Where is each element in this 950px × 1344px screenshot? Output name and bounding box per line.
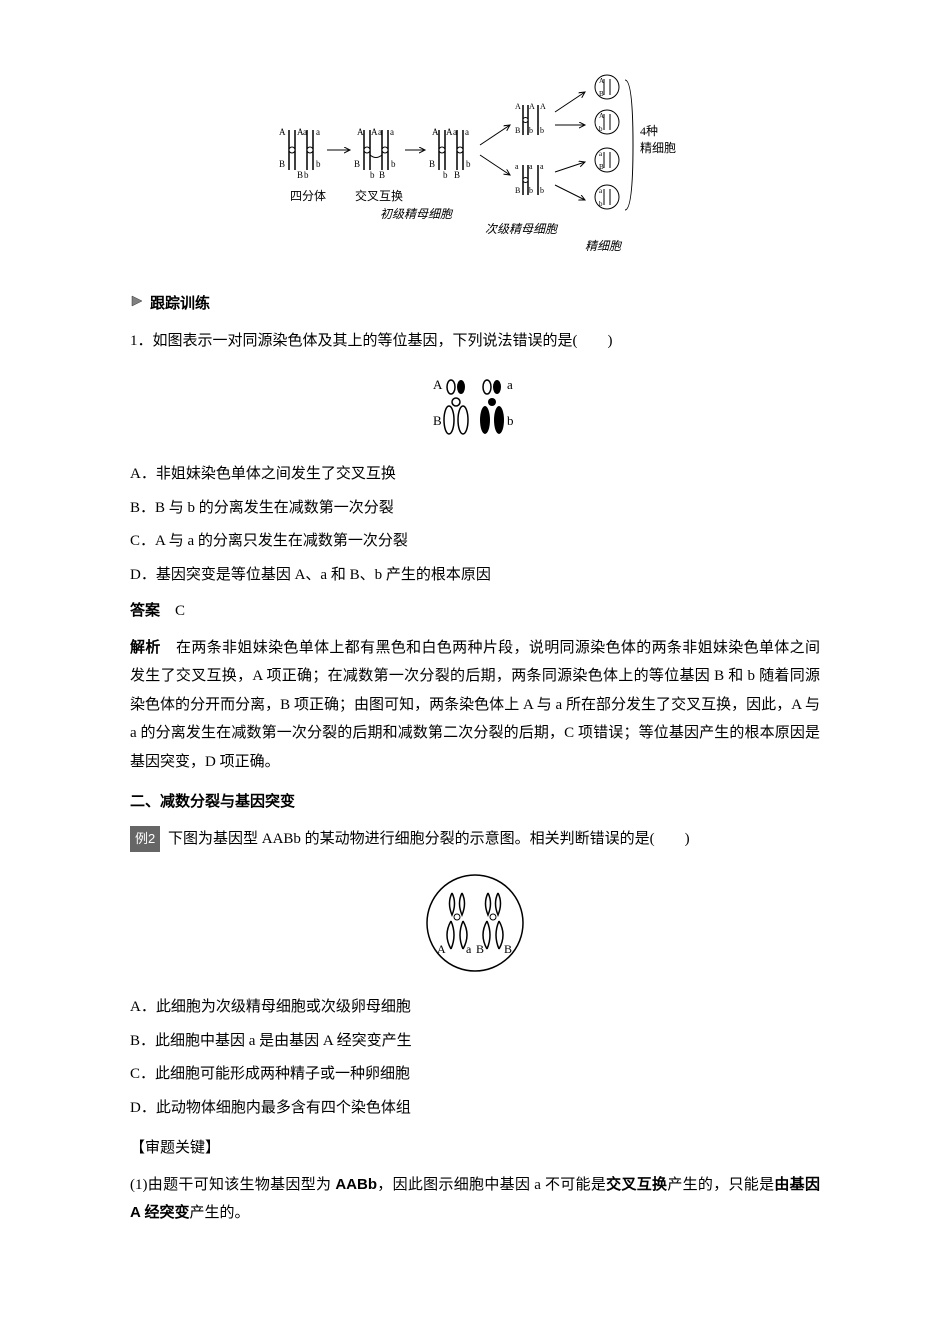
svg-text:b: b [304,170,309,180]
q1-stem-text: 如图表示一对同源染色体及其上的等位基因，下列说法错误的是( ) [153,333,613,349]
svg-text:B: B [504,942,512,956]
svg-text:a: a [599,187,603,195]
svg-text:a: a [529,162,533,171]
svg-text:4种: 4种 [640,124,658,138]
svg-text:B: B [429,159,435,169]
key-point-1: (1)由题干可知该生物基因型为 AABb，因此图示细胞中基因 a 不可能是交叉互… [130,1171,820,1228]
svg-text:a: a [316,127,320,137]
meiosis-svg: A A a a B b B b 四分体 AA aa Bb bB 交叉互换 [265,70,685,270]
secondary-label: 次级精母细胞 [485,222,559,236]
svg-text:B: B [297,170,303,180]
svg-text:B: B [476,942,484,956]
spermatid-label: 精细胞 [585,239,623,253]
answer-value: C [175,603,185,619]
svg-text:a: a [515,162,519,171]
svg-text:a: a [540,162,544,171]
key1-prefix: (1)由题干可知该生物基因型为 [130,1177,335,1193]
svg-text:精细胞: 精细胞 [640,141,676,155]
svg-text:B: B [599,163,604,171]
tracking-header: 跟踪训练 [130,290,820,319]
svg-text:b: b [316,159,321,169]
ex2-option-d: D．此动物体细胞内最多含有四个染色体组 [130,1094,820,1123]
q1-figure: A a B b [130,370,820,445]
example2-stem-text: 下图为基因型 AABb 的某动物进行细胞分裂的示意图。相关判断错误的是( ) [168,831,690,847]
key-label: 【审题关键】 [130,1139,220,1156]
svg-text:B: B [379,170,385,180]
svg-text:a: a [465,127,469,137]
svg-text:a: a [599,150,603,158]
q1-stem: 1．如图表示一对同源染色体及其上的等位基因，下列说法错误的是( ) [130,327,820,356]
section2-title: 二、减数分裂与基因突变 [130,788,820,817]
svg-text:A: A [515,102,521,111]
svg-text:b: b [466,159,471,169]
svg-text:a: a [303,127,307,137]
example2-figure: A a B B [130,868,820,978]
svg-text:b: b [599,200,603,208]
key1-mid: ，因此图示细胞中基因 a 不可能是 [377,1177,606,1193]
meiosis-diagram: A A a a B b B b 四分体 AA aa Bb bB 交叉互换 [130,70,820,270]
q1-option-b: B．B 与 b 的分离发生在减数第一次分裂 [130,494,820,523]
q1-number: 1． [130,333,153,349]
svg-text:B: B [599,90,604,98]
tracking-title: 跟踪训练 [150,290,210,319]
svg-text:B: B [515,186,520,195]
label-A: A [433,377,443,392]
svg-text:A: A [599,112,604,120]
q1-explanation: 解析 在两条非姐妹染色单体上都有黑色和白色两种片段，说明同源染色体的两条非姐妹染… [130,634,820,777]
svg-text:b: b [540,126,544,135]
svg-text:a: a [378,127,382,137]
example2-stem: 例2 下图为基因型 AABb 的某动物进行细胞分裂的示意图。相关判断错误的是( … [130,825,820,854]
svg-text:b: b [599,125,603,133]
arrow-icon [130,290,146,319]
svg-text:b: b [540,186,544,195]
key1-bold2: 交叉互换 [606,1176,667,1193]
svg-text:A: A [529,102,535,111]
svg-text:A: A [446,127,453,137]
tetrad-label: 四分体 [290,189,326,203]
ex2-option-a: A．此细胞为次级精母细胞或次级卵母细胞 [130,993,820,1022]
key1-suffix: 产生的。 [189,1205,249,1221]
example-badge: 例2 [130,826,160,853]
svg-text:B: B [454,170,460,180]
svg-text:b: b [529,126,533,135]
svg-text:B: B [515,126,520,135]
label-B: B [433,413,442,428]
svg-text:A: A [599,77,604,85]
svg-text:b: b [529,186,533,195]
label-a: a [507,377,513,392]
label-b: b [507,413,514,428]
explanation-label: 解析 [130,639,161,656]
key-point-header: 【审题关键】 [130,1134,820,1163]
ex2-option-b: B．此细胞中基因 a 是由基因 A 经突变产生 [130,1027,820,1056]
key1-mid2: 产生的，只能是 [667,1177,774,1193]
explanation-text: 在两条非姐妹染色单体上都有黑色和白色两种片段，说明同源染色体的两条非姐妹染色单体… [130,640,820,770]
svg-text:b: b [443,170,448,180]
svg-text:b: b [391,159,396,169]
q1-option-a: A．非姐妹染色单体之间发生了交叉互换 [130,460,820,489]
q1-option-c: C．A 与 a 的分离只发生在减数第一次分裂 [130,527,820,556]
key1-bold1: AABb [335,1176,377,1193]
primary-label: 初级精母细胞 [380,207,454,221]
q1-answer: 答案 C [130,597,820,626]
svg-text:a: a [390,127,394,137]
svg-text:b: b [370,170,375,180]
svg-text:A: A [357,127,364,137]
svg-text:A: A [540,102,546,111]
svg-text:A: A [437,942,446,956]
svg-text:a: a [466,942,472,956]
svg-text:B: B [354,159,360,169]
svg-text:A: A [432,127,439,137]
svg-text:a: a [453,127,457,137]
svg-text:B: B [279,159,285,169]
crossover-label: 交叉互换 [355,188,403,203]
ex2-option-c: C．此细胞可能形成两种精子或一种卵细胞 [130,1060,820,1089]
svg-text:A: A [279,127,286,137]
q1-option-d: D．基因突变是等位基因 A、a 和 B、b 产生的根本原因 [130,561,820,590]
answer-label: 答案 [130,602,160,619]
svg-text:A: A [371,127,378,137]
